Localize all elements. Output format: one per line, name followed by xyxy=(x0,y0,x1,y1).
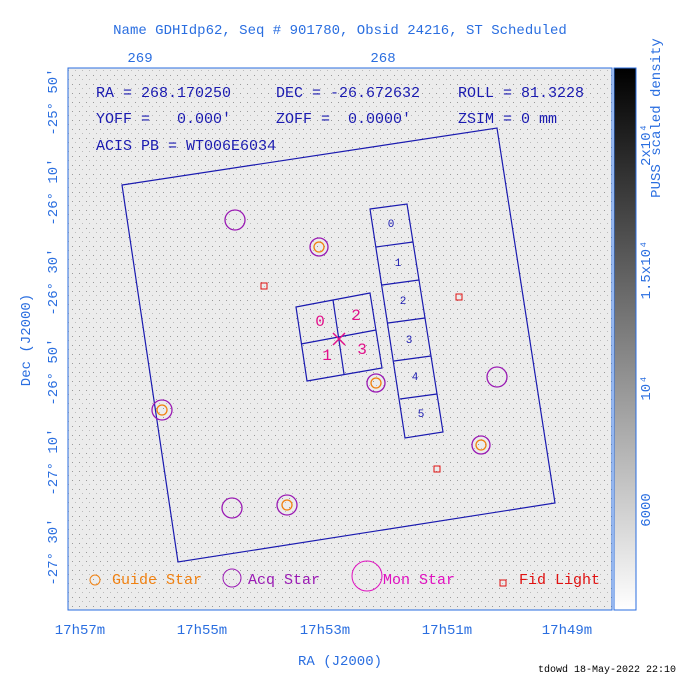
chip-label: 2 xyxy=(400,296,407,308)
bottom-tick: 17h57m xyxy=(55,623,105,639)
chip-label: 0 xyxy=(388,219,395,231)
info: ACIS PB = WT006E6034 xyxy=(96,138,276,155)
top-tick: 269 xyxy=(127,51,152,67)
footer: tdowd 18-May-2022 22:10 xyxy=(538,664,676,676)
info: YOFF = 0.000' xyxy=(96,111,231,128)
chip-label: 3 xyxy=(406,335,413,347)
acis-s xyxy=(369,203,444,439)
colorbar-tick: 6000 xyxy=(639,493,655,527)
bottom-tick: 17h49m xyxy=(542,623,592,639)
fid-lights xyxy=(260,282,463,473)
bottom-tick: 17h55m xyxy=(177,623,227,639)
left-tick: -26° 30' xyxy=(46,248,62,315)
legend-label: Fid Light xyxy=(519,572,600,589)
colorbar-label: PUSS scaled density xyxy=(649,38,665,198)
acq-stars xyxy=(151,209,508,519)
colorbar-tick: 1.5x10⁴ xyxy=(639,241,655,300)
detectors xyxy=(121,127,556,563)
left-tick: -25° 50' xyxy=(46,68,62,135)
chip-label: 1 xyxy=(322,347,332,365)
field-box xyxy=(121,127,556,563)
info: ROLL = 81.3228 xyxy=(458,85,584,102)
chip-label: 0 xyxy=(315,313,325,331)
legend-label: Guide Star xyxy=(112,572,202,589)
chip-label: 3 xyxy=(357,341,367,359)
colorbar-tick: 10⁴ xyxy=(639,375,655,400)
left-tick: -26° 50' xyxy=(46,338,62,405)
top-tick: 268 xyxy=(370,51,395,67)
left-tick: -26° 10' xyxy=(46,158,62,225)
chip-label: 1 xyxy=(395,258,402,270)
chip-label: 4 xyxy=(412,372,419,384)
legend: Guide Star Acq Star Mon Star Fid Light xyxy=(89,560,600,592)
left-ticks: -25° 50' -26° 10' -26° 30' -26° 50' -27°… xyxy=(46,68,62,585)
legend-label: Mon Star xyxy=(383,572,455,589)
acis-i xyxy=(295,292,383,382)
info: ZSIM = 0 mm xyxy=(458,111,557,128)
legend-label: Acq Star xyxy=(248,572,320,589)
chip-label: 5 xyxy=(418,409,425,421)
info: ZOFF = 0.0000' xyxy=(276,111,411,128)
colorbar-tick: 2x10⁴ xyxy=(639,124,655,166)
target xyxy=(332,332,346,346)
bottom-tick: 17h51m xyxy=(422,623,472,639)
chip-label: 2 xyxy=(351,307,361,325)
guide-stars xyxy=(156,241,487,511)
colorbar xyxy=(613,67,637,611)
info: DEC = -26.672632 xyxy=(276,85,420,102)
y-label: Dec (J2000) xyxy=(19,294,35,386)
title: Name GDHIdp62, Seq # 901780, Obsid 24216… xyxy=(113,23,567,39)
x-label: RA (J2000) xyxy=(298,654,382,670)
bottom-tick: 17h53m xyxy=(300,623,350,639)
left-tick: -27° 30' xyxy=(46,518,62,585)
left-tick: -27° 10' xyxy=(46,428,62,495)
info: RA = 268.170250 xyxy=(96,85,231,102)
